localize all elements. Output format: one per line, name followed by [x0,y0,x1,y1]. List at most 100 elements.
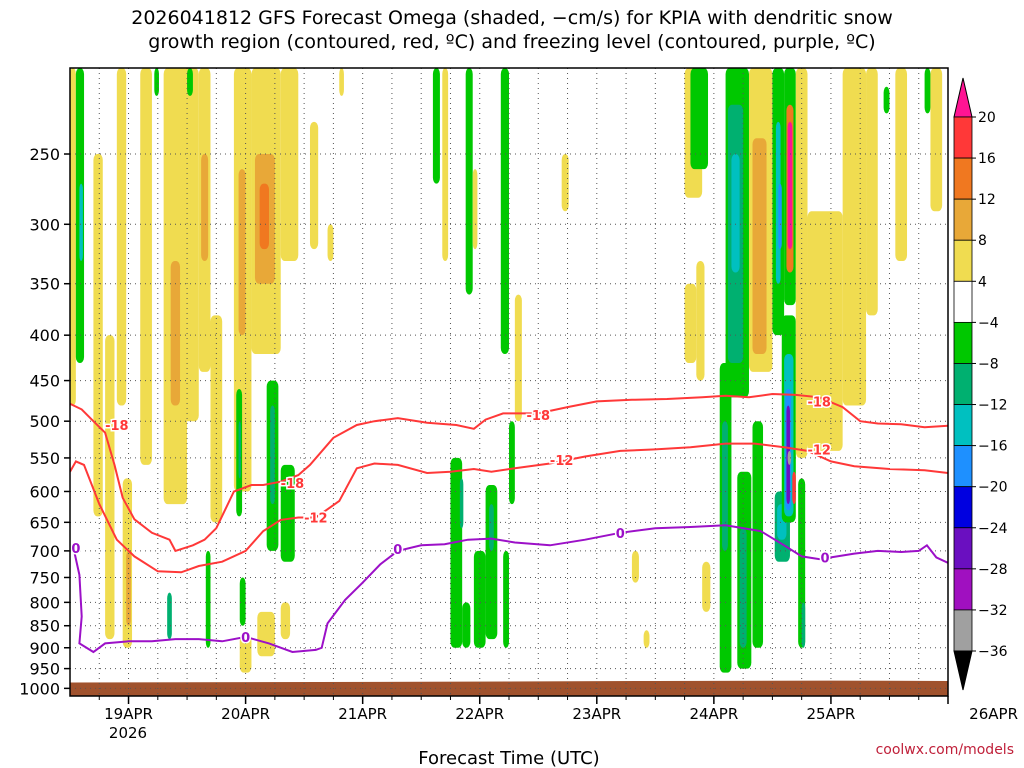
omega-cell-56 [690,68,709,170]
y-tick-label-450: 450 [29,372,60,391]
omega-cell-48 [503,550,509,648]
omega-cell-47 [500,68,509,354]
contour-dgz-1 [70,442,948,574]
colorbar-label-9: −20 [978,480,1008,496]
contour-label-freezing-2-1: 0 [241,631,250,646]
colorbar-label-11: −28 [978,562,1008,578]
omega-cell-28 [270,405,275,505]
colorbar-swatch-4 [953,280,973,323]
omega-cell-86 [807,211,843,451]
contour-freezing-2 [72,524,948,654]
chart-title-line-1: 2026041812 GFS Forecast Omega (shaded, −… [131,7,893,29]
y-tick-label-550: 550 [29,449,60,468]
omega-cell-20 [238,169,246,336]
omega-cell-11 [170,261,181,406]
x-axis-title: Forecast Time (UTC) [418,748,599,768]
colorbar-label-6: −8 [978,356,999,372]
x-tick-label-2: 21APR [338,705,387,723]
omega-cell-17 [205,550,211,648]
omega-cell-26 [259,183,270,250]
credit-text: coolwx.com/models [875,742,1014,758]
omega-cell-32 [257,611,275,657]
omega-cell-13 [181,68,199,422]
contour-label-freezing-2-4: 0 [821,551,830,566]
colorbar: 20 16 12 8 4 −4 −8 −12 −16 −20 −24 −28 −32 −36 [953,77,1008,691]
chart-title-line-2: growth region (contoured, red, ºC) and f… [148,31,876,53]
colorbar-swatch-0 [953,116,973,159]
omega-cell-44 [473,550,486,648]
omega-cell-60 [722,421,728,551]
colorbar-label-10: −24 [978,521,1008,537]
x-tick-label-4: 23APR [572,705,621,723]
omega-cell-65 [739,528,747,648]
chart-title: 2026041812 GFS Forecast Omega (shaded, −… [0,6,1024,54]
y-tick-label-800: 800 [29,593,60,612]
omega-cell-0 [70,68,76,406]
omega-cell-67 [752,138,767,354]
omega-cell-52 [631,550,639,583]
contour-label-dgz-0-3: -18 [807,395,831,410]
omega-cell-92 [930,68,943,212]
omega-cell-29 [280,464,295,562]
omega-cell-49 [509,421,515,505]
contour-label-dgz-0-1: -18 [281,477,305,492]
contour-label-dgz-1-2: -12 [807,443,831,458]
omega-cell-14 [187,68,193,96]
y-tick-label-250: 250 [29,145,60,164]
omega-cell-8 [140,68,152,465]
x-axis-year-label: 2026 [109,724,147,742]
omega-cell-37 [432,68,440,184]
omega-cell-38 [442,68,449,262]
omega-cell-53 [643,630,650,648]
omega-cell-71 [778,183,782,250]
colorbar-swatch-2 [953,198,973,241]
x-axis: 19APR 20APR 21APR 22APR 23APR 24APR 25APR 26APR [98,696,1018,723]
omega-cell-83 [795,68,808,458]
y-tick-label-300: 300 [29,215,60,234]
omega-cell-4 [105,335,115,640]
x-tick-label-1: 20APR [221,705,270,723]
omega-cell-34 [309,121,319,250]
colorbar-swatch-5 [953,321,973,364]
contour-label-freezing-2-0: 0 [71,542,80,557]
colorbar-swatch-6 [953,363,973,405]
omega-cell-36 [339,68,344,96]
omega-cell-82 [792,471,796,505]
omega-cell-30 [280,68,299,262]
colorbar-swatch-10 [953,527,973,570]
omega-cell-58 [702,561,711,612]
omega-cell-9 [154,68,159,96]
omega-cell-46 [489,504,494,551]
omega-cell-81 [787,450,792,465]
colorbar-label-4: 4 [978,274,987,290]
omega-cell-76 [787,121,793,250]
y-tick-label-500: 500 [29,412,60,431]
omega-cell-23 [239,577,246,626]
omega-cell-35 [327,224,334,262]
colorbar-label-12: −32 [978,603,1008,619]
contour-label-freezing-2-2: 0 [393,543,402,558]
omega-cell-57 [696,261,705,381]
omega-cell-90 [895,68,908,262]
colorbar-label-8: −16 [978,439,1008,455]
omega-cell-87 [842,68,867,406]
omega-cell-45 [485,484,498,640]
colorbar-swatch-9 [953,486,973,529]
omega-cell-22 [238,421,241,479]
y-tick-label-900: 900 [29,639,60,658]
omega-cell-42 [465,68,473,295]
x-tick-label-0: 19APR [104,705,153,723]
colorbar-label-3: 8 [978,233,987,249]
omega-cell-88 [866,68,878,316]
x-tick-label-3: 22APR [455,705,504,723]
y-tick-label-350: 350 [29,275,60,294]
contour-label-freezing-2-3: 0 [616,527,625,542]
omega-cell-3 [93,154,103,517]
colorbar-label-2: 12 [978,192,996,208]
colorbar-top-arrow [953,77,973,118]
colorbar-swatch-3 [953,239,973,282]
contour-label-dgz-1-0: -12 [304,512,328,527]
colorbar-label-7: −12 [978,398,1008,414]
y-tick-label-950: 950 [29,660,60,679]
